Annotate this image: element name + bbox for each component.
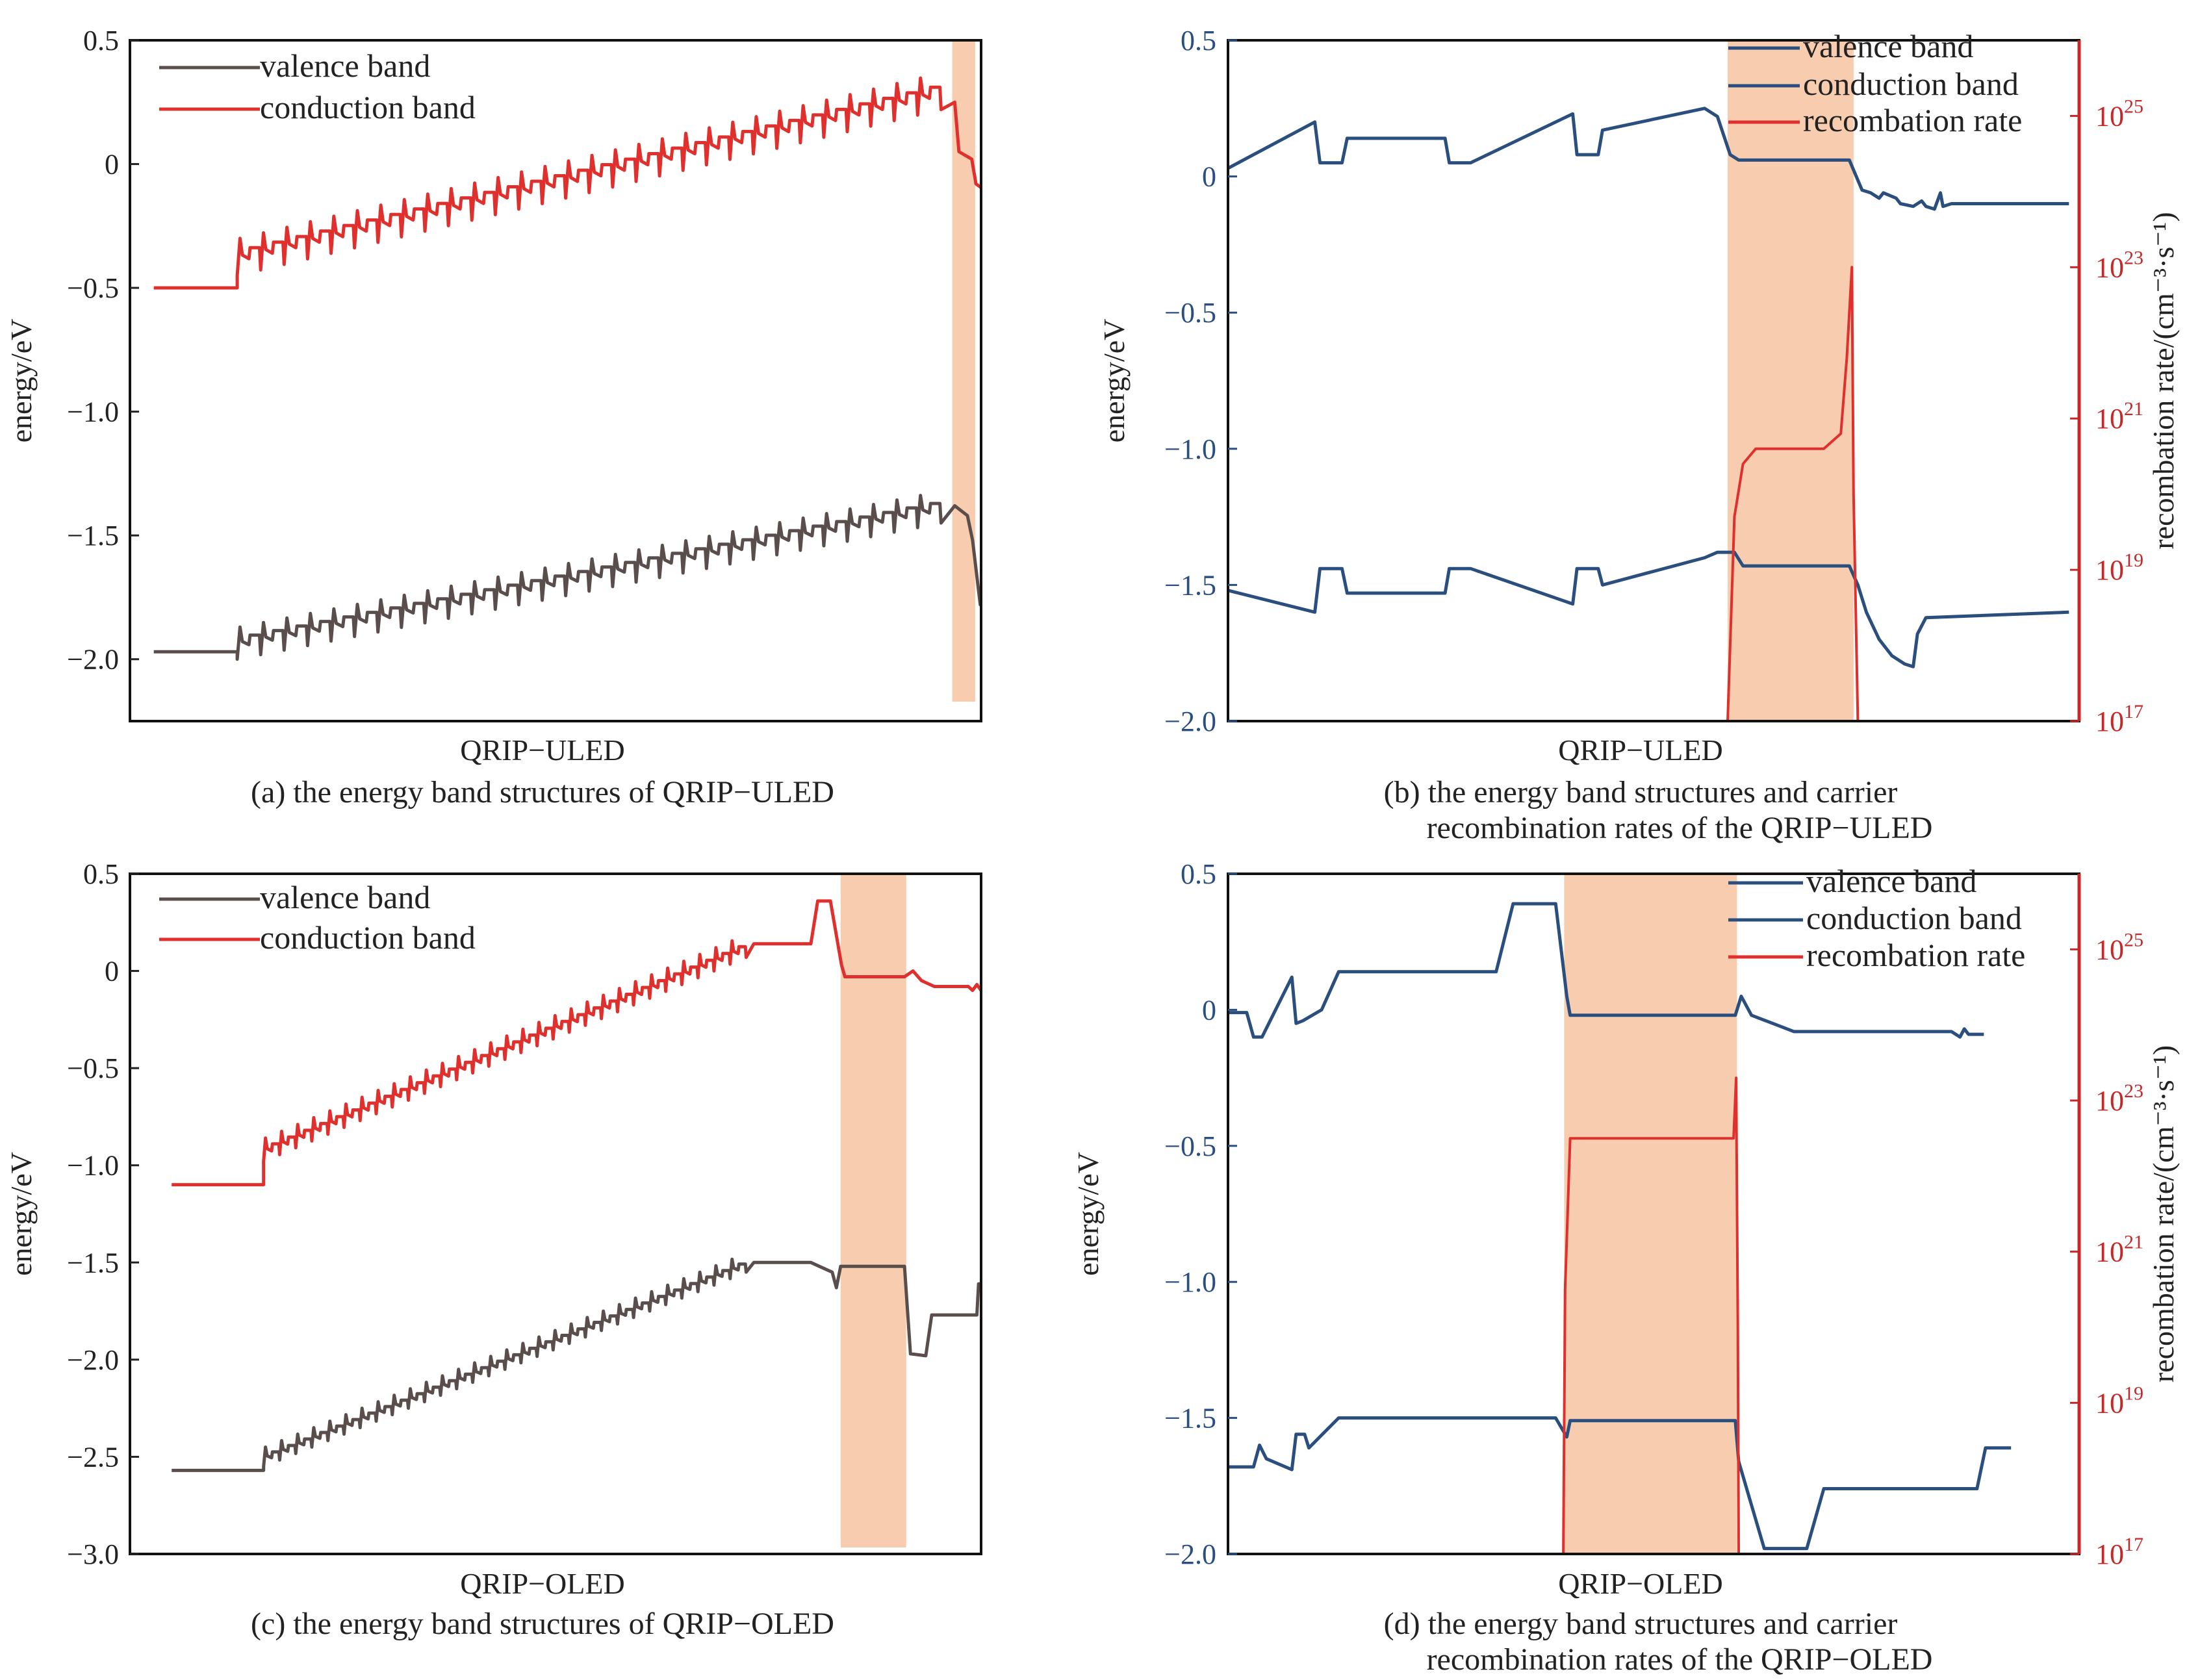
legend-label: valence band [1806,863,1976,899]
chart-d: 0.5 0 −0.5 −1.0 −1.5 −2.0 1017 1019 1021 1023 1025… [1071,858,2180,1677]
caption-line: (c) the energy band structures of QRIP−O… [251,1607,834,1641]
valence-band-line [1228,550,2069,668]
y-tick-label: −1.5 [67,1247,119,1279]
y-tick-label: 0.5 [83,25,119,57]
valence-band-line [1228,1416,2012,1551]
y-tick-label: −2.0 [1164,1538,1216,1570]
y-tick-label: −0.5 [1164,1130,1216,1162]
y2-tick-label: 1023 [2095,247,2143,283]
recombation-rate-line [1562,1076,1740,1554]
y2-axis-label: recombation rate/(cm⁻³·s⁻¹) [2147,1045,2180,1382]
conduction-band-line [172,899,981,1187]
chart-c: 0.5 0 −0.5 −1.0 −1.5 −2.0 −2.5 −3.0 energy/eV QRI… [5,858,982,1641]
y2-tick-label: 1021 [2095,398,2143,435]
y-tick-label: −2.0 [1164,706,1216,737]
y-tick-label: −1.5 [67,520,119,552]
y-tick-label: −1.0 [1164,433,1216,465]
legend-label: conduction band [260,89,476,125]
y2-tick-label: 1017 [2095,701,2143,737]
legend-label: valence band [1803,28,1973,64]
y-axis-label: energy/eV [1071,1152,1105,1276]
legend-label: valence band [260,879,430,915]
y-tick-label: −0.5 [1164,297,1216,329]
y-tick-label: −3.0 [67,1538,119,1570]
y-axis-label: energy/eV [5,1152,38,1276]
highlight-region [840,875,906,1547]
caption-line: (a) the energy band structures of QRIP−U… [251,775,834,809]
plot-frame [1227,39,2080,722]
y-tick-label: −1.5 [1164,569,1216,601]
y2-tick-label: 1023 [2095,1080,2143,1117]
highlight-region [952,42,975,702]
legend-label: valence band [260,47,430,84]
conduction-band-line [1228,107,2069,211]
y-tick-label: −2.0 [67,644,119,676]
highlight-region [1564,875,1737,1553]
valence-band-line [172,1257,981,1472]
y2-tick-label: 1025 [2095,929,2143,965]
y-tick-label: 0 [105,149,119,181]
plot-frame [129,39,982,722]
y-axis-label: energy/eV [5,319,38,443]
y-tick-label: 0 [1202,161,1216,193]
y-tick-label: 0.5 [1181,858,1216,890]
legend-label: conduction band [1803,66,2019,102]
x-axis-label: QRIP−ULED [460,733,624,767]
y2-tick-label: 1019 [2095,1382,2143,1419]
y2-tick-label: 1021 [2095,1232,2143,1268]
conduction-band-line [1228,902,1984,1039]
legend-label: conduction band [1806,900,2022,936]
y-axis-label: energy/eV [1097,319,1131,443]
caption-line: (d) the energy band structures and carri… [1384,1607,1898,1641]
y-tick-label: −1.0 [1164,1266,1216,1298]
y-tick-label: 0.5 [1181,25,1216,57]
y-tick-label: −0.5 [67,1052,119,1084]
recombation-rate-line [1726,266,1860,721]
y2-axis-label: recombation rate/(cm⁻³·s⁻¹) [2147,212,2180,549]
y-tick-label: 0 [105,956,119,987]
conduction-band-line [153,76,981,290]
caption-line: recombination rates of the QRIP−ULED [1427,811,1933,845]
y-tick-label: −0.5 [67,272,119,304]
x-axis-label: QRIP−OLED [1558,1567,1722,1600]
legend-label: recombation rate [1803,102,2022,138]
y-tick-label: −1.0 [67,396,119,428]
y2-tick-label: 1025 [2095,95,2143,132]
y-tick-label: −2.5 [67,1441,119,1473]
plot-frame [129,872,982,1555]
y-tick-label: −2.0 [67,1344,119,1376]
y-tick-label: −1.0 [67,1150,119,1182]
caption-line: recombination rates of the QRIP−OLED [1427,1642,1933,1677]
legend-label: conduction band [260,919,476,956]
valence-band-line [153,494,981,661]
chart-b: 0.5 0 −0.5 −1.0 −1.5 −2.0 1017 1019 1021 1023 1025… [1097,25,2180,845]
y-tick-label: −1.5 [1164,1403,1216,1434]
chart-a: 0.5 0 −0.5 −1.0 −1.5 −2.0 energy/eV QRIP−ULED (a… [5,25,982,809]
y2-tick-label: 1019 [2095,550,2143,586]
y-tick-label: 0 [1202,994,1216,1026]
y-tick-label: 0.5 [83,858,119,890]
x-axis-label: QRIP−ULED [1558,733,1722,767]
caption-line: (b) the energy band structures and carri… [1384,775,1898,809]
y2-tick-label: 1017 [2095,1534,2143,1570]
highlight-region [1727,42,1854,720]
x-axis-label: QRIP−OLED [460,1567,624,1600]
legend-label: recombation rate [1806,937,2025,973]
